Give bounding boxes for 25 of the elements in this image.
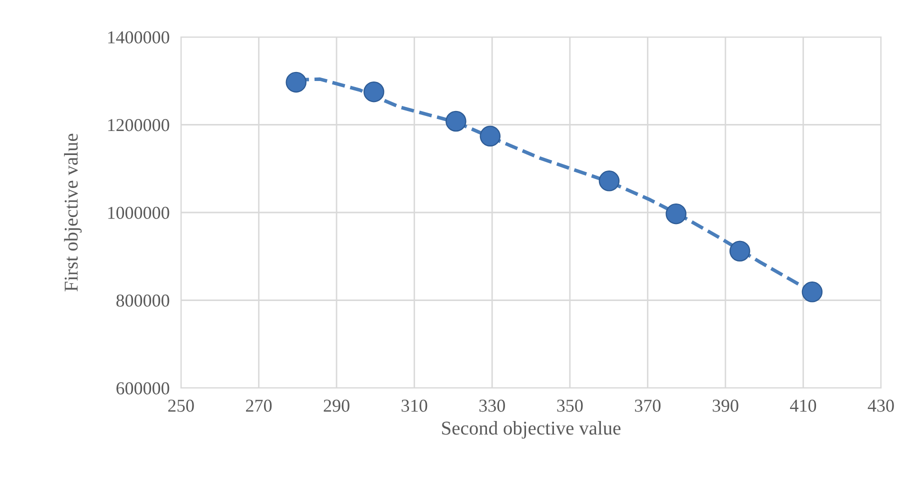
x-tick-label: 390 — [712, 400, 738, 412]
x-tick-label: 410 — [790, 400, 816, 412]
x-tick-label: 430 — [868, 400, 894, 412]
point — [480, 126, 501, 147]
x-tick-label: 290 — [324, 400, 350, 412]
point — [802, 282, 823, 302]
x-tick-label: 310 — [402, 400, 428, 412]
y-tick-label: 600000 — [116, 382, 170, 394]
x-tick-label: 270 — [246, 400, 272, 412]
point — [729, 240, 750, 262]
y-tick-label: 1400000 — [108, 31, 170, 44]
x-tick-label: 330 — [479, 400, 505, 412]
point — [666, 203, 686, 224]
point — [286, 72, 306, 93]
point — [446, 110, 466, 132]
point — [364, 81, 384, 102]
point — [598, 170, 620, 192]
y-axis-title: First objective value — [64, 134, 82, 292]
y-tick-label: 1200000 — [108, 119, 170, 132]
x-axis-title: Second objective value — [442, 421, 620, 439]
x-tick-label: 250 — [168, 400, 194, 412]
x-tick-label: 350 — [557, 400, 583, 412]
y-tick-label: 1000000 — [108, 206, 170, 219]
x-tick-label: 370 — [634, 400, 661, 412]
y-tick-label: 800000 — [116, 294, 170, 307]
